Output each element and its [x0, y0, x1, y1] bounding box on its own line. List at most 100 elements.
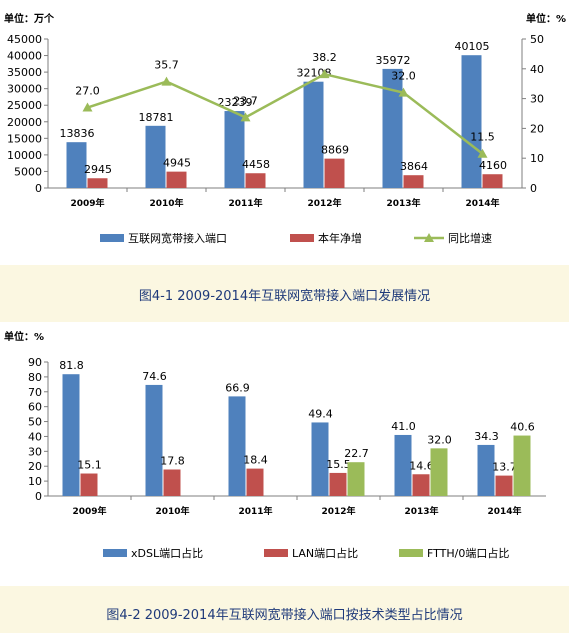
y-tick-label: 30000 — [7, 83, 42, 96]
y2-tick-label: 0 — [530, 182, 537, 195]
x-tick-label: 2009年 — [70, 197, 104, 209]
y2-tick-label: 50 — [530, 33, 544, 46]
caption-band-2: 图4-2 2009-2014年互联网宽带接入端口按技术类型占比情况 — [0, 586, 569, 633]
data-label: 14.6 — [409, 459, 434, 472]
growth-rate-marker — [319, 69, 330, 79]
data-label: 35972 — [376, 54, 411, 67]
figure-caption-2: 图4-2 2009-2014年互联网宽带接入端口按技术类型占比情况 — [106, 608, 463, 623]
y-tick-label: 30 — [28, 445, 42, 458]
y2-tick-label: 10 — [530, 152, 544, 165]
y2-tick-label: 40 — [530, 63, 544, 76]
bar-tertiary — [347, 462, 365, 496]
data-label: 4458 — [242, 158, 270, 171]
figure-caption-1: 图4-1 2009-2014年互联网宽带接入端口发展情况 — [138, 289, 431, 304]
x-tick-label: 2012年 — [321, 505, 355, 517]
y-unit-label: 单位：% — [4, 330, 44, 343]
data-label: 66.9 — [225, 381, 250, 394]
y2-tick-label: 30 — [530, 93, 544, 106]
bar-primary — [66, 142, 87, 188]
legend-swatch — [264, 549, 288, 557]
data-label: 38.2 — [312, 51, 337, 64]
bar-tertiary — [513, 435, 531, 496]
bar-secondary — [403, 175, 424, 188]
legend-label: LAN端口占比 — [292, 546, 358, 560]
bar-secondary — [163, 469, 181, 496]
x-tick-label: 2011年 — [238, 505, 272, 517]
bar-secondary — [482, 174, 503, 188]
legend-label: 互联网宽带接入端口 — [128, 231, 227, 245]
x-tick-label: 2013年 — [386, 197, 420, 209]
y-tick-label: 20 — [28, 460, 42, 473]
y-tick-label: 0 — [35, 490, 42, 503]
y-tick-label: 10000 — [7, 149, 42, 162]
legend-label: 本年净增 — [318, 231, 362, 245]
x-tick-label: 2010年 — [155, 505, 189, 517]
x-tick-label: 2014年 — [465, 197, 499, 209]
legend-label: 同比增速 — [448, 231, 492, 245]
x-tick-label: 2013年 — [404, 505, 438, 517]
data-label: 3864 — [400, 160, 428, 173]
x-tick-label: 2011年 — [228, 197, 262, 209]
growth-rate-marker — [161, 76, 172, 86]
bar-secondary — [87, 178, 108, 188]
growth-rate-line — [87, 72, 484, 155]
x-tick-label: 2010年 — [149, 197, 183, 209]
growth-rate-marker — [82, 102, 93, 112]
x-tick-label: 2009年 — [72, 505, 106, 517]
bar-primary — [145, 125, 166, 188]
data-label: 32.0 — [427, 433, 452, 446]
data-label: 11.5 — [470, 131, 495, 144]
legend-swatch — [100, 234, 124, 242]
data-label: 8869 — [321, 144, 349, 157]
y-tick-label: 35000 — [7, 66, 42, 79]
y-tick-label: 5000 — [14, 165, 42, 178]
bar-primary — [311, 422, 329, 496]
data-label: 41.0 — [391, 420, 416, 433]
x-tick-label: 2012年 — [307, 197, 341, 209]
data-label: 2945 — [84, 163, 112, 176]
bar-primary — [228, 396, 246, 496]
bar-primary — [145, 384, 163, 496]
growth-rate-marker — [477, 148, 488, 158]
growth-rate-marker — [240, 112, 251, 122]
legend-swatch — [290, 234, 314, 242]
bar-secondary — [324, 158, 345, 188]
bar-primary — [303, 81, 324, 188]
x-tick-label: 2014年 — [487, 505, 521, 517]
y-tick-label: 90 — [28, 356, 42, 369]
bar-primary — [382, 68, 403, 188]
legend-label: FTTH/0端口占比 — [427, 546, 509, 560]
data-label: 74.6 — [142, 370, 167, 383]
bar-secondary — [412, 474, 430, 496]
data-label: 13.7 — [492, 461, 517, 474]
y-tick-label: 20000 — [7, 116, 42, 129]
y-tick-label: 50 — [28, 416, 42, 429]
bar-secondary — [80, 473, 98, 496]
bar-secondary — [245, 173, 266, 188]
legend-swatch — [399, 549, 423, 557]
y-tick-label: 40000 — [7, 50, 42, 63]
data-label: 18781 — [139, 111, 174, 124]
bar-secondary — [166, 171, 187, 188]
growth-rate-marker — [398, 87, 409, 97]
bar-primary — [477, 444, 495, 496]
data-label: 13836 — [60, 127, 95, 140]
y2-tick-label: 20 — [530, 122, 544, 135]
y-tick-label: 15000 — [7, 132, 42, 145]
y-tick-label: 10 — [28, 475, 42, 488]
bar-secondary — [495, 475, 513, 496]
data-label: 22.7 — [344, 447, 369, 460]
y-tick-label: 45000 — [7, 33, 42, 46]
bar-secondary — [329, 472, 347, 496]
data-label: 27.0 — [75, 85, 100, 98]
chart-panel-ports: 单位：万个 单位：% 0 5000 10000 15000 20000 25000 30000 3… — [0, 0, 569, 265]
bar-primary — [461, 55, 482, 189]
chart-panel-tech-share: 单位：% 0 10 20 30 40 50 60 70 80 90 2009年 2010年 2011年 20… — [0, 322, 569, 586]
legend-label: xDSL端口占比 — [131, 546, 203, 560]
data-label: 18.4 — [243, 454, 268, 467]
data-label: 40.6 — [510, 421, 535, 434]
bar-primary — [224, 111, 245, 188]
y-tick-label: 80 — [28, 371, 42, 384]
